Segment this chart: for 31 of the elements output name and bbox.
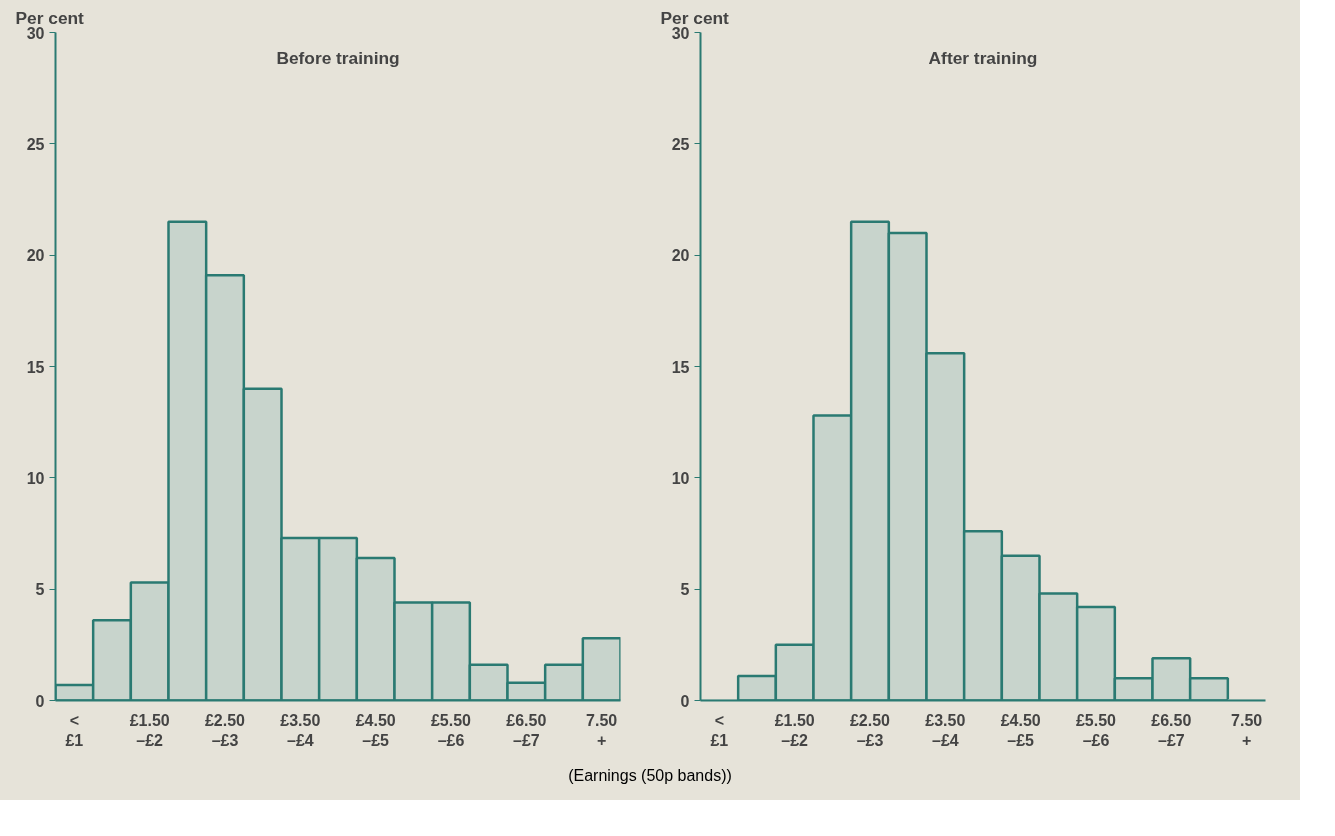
y-tick-label: 20 bbox=[26, 247, 45, 265]
x-tick-label: £1.50 –£2 bbox=[774, 711, 815, 749]
y-tick-label: 10 bbox=[671, 469, 690, 487]
x-tick-label: 7.50 + bbox=[1231, 711, 1263, 749]
x-tick-label: £3.50 –£4 bbox=[925, 711, 966, 749]
text: After training bbox=[928, 47, 1038, 68]
x-tick-label: £5.50 –£6 bbox=[1075, 711, 1117, 749]
y-tick-label: 25 bbox=[26, 135, 45, 153]
x-axis-title: (Earnings (50p bands)) bbox=[568, 766, 732, 786]
x-tick-label: £2.50 –£3 bbox=[204, 711, 246, 749]
x-tick-label: £3.50 –£4 bbox=[280, 711, 321, 749]
x-tick-label: 7.50 + bbox=[586, 711, 618, 749]
x-tick-label: £5.50 –£6 bbox=[430, 711, 472, 749]
y-tick-label: 20 bbox=[671, 247, 690, 265]
y-tick-label: 15 bbox=[671, 358, 690, 376]
x-tick-label: £4.50 –£5 bbox=[1000, 711, 1041, 749]
y-tick-label: 10 bbox=[26, 469, 45, 487]
x-tick-label: £6.50 –£7 bbox=[506, 711, 547, 749]
y-tick-label: 5 bbox=[35, 581, 45, 599]
y-tick-label: 0 bbox=[35, 692, 45, 710]
x-tick-label: < £1 bbox=[65, 711, 84, 749]
x-tick-label: £2.50 –£3 bbox=[849, 711, 891, 749]
y-tick-label: 15 bbox=[26, 358, 45, 376]
x-tick-label: £6.50 –£7 bbox=[1151, 711, 1192, 749]
y-tick-label: 5 bbox=[680, 581, 690, 599]
y-tick-label: 25 bbox=[671, 135, 690, 153]
text: Before training bbox=[276, 47, 400, 68]
y-tick-label: 0 bbox=[680, 692, 690, 710]
x-tick-label: £1.50 –£2 bbox=[129, 711, 170, 749]
x-tick-label: £4.50 –£5 bbox=[355, 711, 396, 749]
x-tick-label: < £1 bbox=[710, 711, 729, 749]
